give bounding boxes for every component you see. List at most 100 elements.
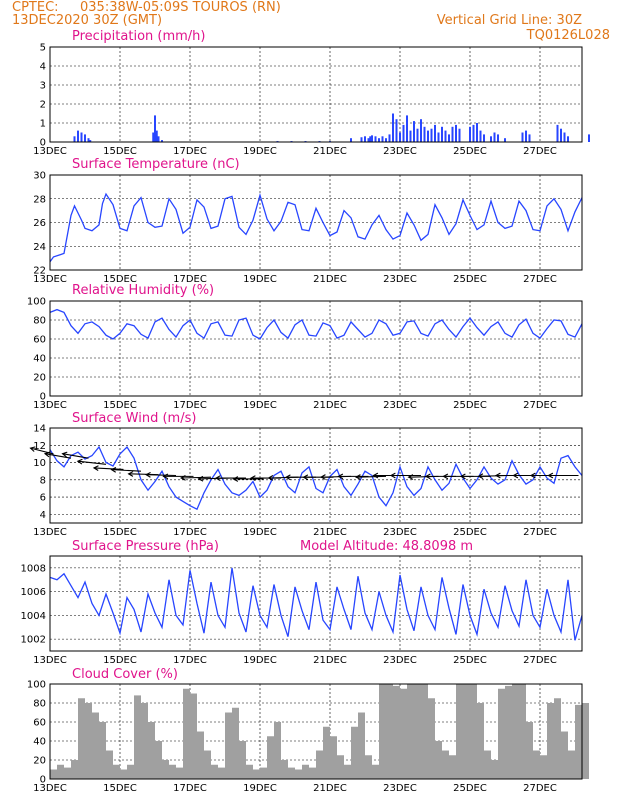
precip-bar <box>402 124 405 142</box>
precip-bar <box>588 134 590 142</box>
y-tick-label: 5 <box>40 43 46 54</box>
x-tick-label: 17DEC <box>173 655 207 666</box>
y-tick-label: 100 <box>27 680 46 691</box>
y-tick-label: 40 <box>33 737 46 748</box>
x-tick-label: 27DEC <box>523 527 557 538</box>
cloud-bar <box>344 764 351 779</box>
cloud-bar <box>323 726 330 779</box>
precip-bar <box>388 134 391 142</box>
x-tick-label: 15DEC <box>103 146 137 157</box>
cloud-bar <box>554 698 561 779</box>
cloud-bar <box>428 698 435 779</box>
header-source: CPTEC: <box>12 0 59 15</box>
panel-title-rh: Relative Humidity (%) <box>72 283 214 298</box>
cloud-bar <box>477 703 484 779</box>
wind-vector <box>232 476 264 482</box>
cloud-bar <box>120 769 127 779</box>
cloud-bar <box>183 688 190 779</box>
cloud-bar <box>484 750 491 779</box>
y-tick-label: 1 <box>40 119 46 130</box>
cloud-bar <box>78 698 85 779</box>
x-tick-label: 13DEC <box>33 527 67 538</box>
x-tick-label: 27DEC <box>523 783 557 794</box>
cloud-bar <box>512 684 519 779</box>
precip-bar <box>437 132 440 142</box>
cloud-bar <box>85 703 92 779</box>
panel-cloud: 0 20 40 60 80 100 13DEC 15DEC 17DEC 19DEC 21DEC 23D… <box>27 680 589 794</box>
x-tick-label: 17DEC <box>173 146 207 157</box>
x-tick-label: 17DEC <box>173 274 207 285</box>
precip-bar <box>392 113 394 142</box>
wind-vector <box>144 471 177 478</box>
precip-bar <box>476 123 478 142</box>
cloud-bar <box>435 741 442 779</box>
panel-frame <box>49 683 583 780</box>
cloud-bar <box>232 707 239 779</box>
precip-bar <box>89 140 92 142</box>
panel-title-cloud: Cloud Cover (%) <box>72 667 178 682</box>
cloud-bar <box>351 726 358 779</box>
wind-vector <box>389 472 421 479</box>
y-tick-label: 6 <box>40 493 46 504</box>
wind-vector <box>110 466 142 473</box>
cloud-bar <box>407 684 414 779</box>
precip-bar <box>413 121 415 142</box>
y-tick-label: 100 <box>27 297 46 308</box>
precip-bar <box>80 132 83 142</box>
x-tick-label: 23DEC <box>383 400 417 411</box>
wind-vector <box>354 474 387 480</box>
precip-bar <box>381 136 384 142</box>
y-tick-label: 2 <box>40 100 46 111</box>
precip-bar <box>416 128 419 142</box>
wind-vector <box>127 471 159 477</box>
cloud-bar <box>197 731 204 779</box>
cloud-bar <box>533 750 540 779</box>
x-tick-label: 21DEC <box>313 400 347 411</box>
cloud-bar <box>330 736 337 779</box>
y-tick-label: 1004 <box>21 611 46 622</box>
x-tick-label: 21DEC <box>313 146 347 157</box>
cloud-bar <box>127 764 134 779</box>
precip-bar <box>399 132 401 142</box>
cloud-bar <box>379 684 386 779</box>
wind-vector <box>162 473 194 480</box>
y-tick-label: 60 <box>33 335 46 346</box>
precip-bar <box>483 134 485 142</box>
precip-bar <box>479 130 482 142</box>
cloud-bar <box>309 767 316 779</box>
x-tick-label: 23DEC <box>383 527 417 538</box>
precip-bar <box>472 124 475 142</box>
cloud-bar <box>540 755 547 779</box>
x-tick-label: 19DEC <box>243 274 277 285</box>
y-tick-label: 12 <box>33 441 46 452</box>
cloud-bar <box>393 685 400 779</box>
x-tick-label: 23DEC <box>383 783 417 794</box>
precip-bar <box>155 130 158 142</box>
cloud-bar <box>505 685 512 779</box>
panel-title-wind: Surface Wind (m/s) <box>72 411 196 426</box>
cloud-bar <box>281 760 288 779</box>
wind-vector <box>337 473 369 480</box>
cloud-bar <box>575 704 582 779</box>
panel-wind: 4 6 8 10 12 14 13DEC 15DEC 17DEC 19DEC 21DEC 23DEC 2… <box>29 424 583 538</box>
x-tick-label: 27DEC <box>523 146 557 157</box>
x-tick-label: 25DEC <box>453 400 487 411</box>
cloud-bar <box>302 764 309 779</box>
header-vertical-grid: Vertical Grid Line: 30Z <box>437 13 582 28</box>
x-tick-label: 27DEC <box>523 400 557 411</box>
precip-bar <box>73 136 76 142</box>
cloud-bar <box>71 760 78 779</box>
cloud-bar <box>582 703 589 779</box>
cloud-bar <box>526 722 533 779</box>
cloud-bar <box>561 731 568 779</box>
cloud-bar <box>267 736 274 779</box>
precip-bar <box>560 128 562 142</box>
wind-vector <box>547 472 579 479</box>
x-tick-label: 15DEC <box>103 274 137 285</box>
y-tick-label: 20 <box>33 373 46 384</box>
x-tick-label: 13DEC <box>33 400 67 411</box>
cloud-bar <box>274 722 281 779</box>
y-tick-label: 8 <box>40 475 46 486</box>
precip-bar <box>374 136 377 142</box>
x-tick-label: 23DEC <box>383 146 417 157</box>
